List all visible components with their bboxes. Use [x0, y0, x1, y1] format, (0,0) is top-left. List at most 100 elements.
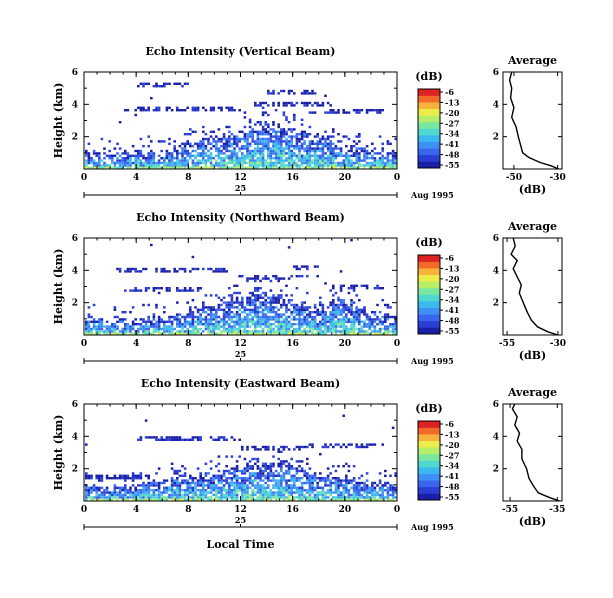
heatmap-cell	[334, 164, 338, 167]
heatmap-cell	[199, 332, 202, 335]
heatmap-cell	[230, 472, 234, 475]
heatmap-cell	[92, 325, 96, 328]
heatmap-cell	[347, 320, 351, 323]
heatmap-cell	[339, 166, 343, 169]
heatmap-cell	[394, 325, 397, 328]
heatmap-cell	[386, 161, 390, 165]
heatmap-cell	[144, 289, 148, 292]
heatmap-cell	[298, 157, 301, 160]
heatmap-cell	[251, 166, 254, 169]
heatmap-cell	[150, 152, 153, 155]
heatmap-cell	[196, 287, 200, 290]
heatmap-cell	[233, 135, 236, 138]
heatmap-cell	[261, 330, 265, 333]
heatmap-cell	[350, 299, 353, 302]
heatmap-cell	[303, 315, 306, 319]
heatmap-cell	[381, 164, 384, 167]
heatmap-cell	[124, 330, 127, 333]
heatmap-cell	[326, 101, 330, 105]
heatmap-cell	[269, 332, 273, 335]
heatmap-cell	[280, 306, 283, 309]
heatmap-cell	[235, 460, 239, 463]
heatmap-cell	[303, 496, 306, 499]
colorbar-swatch	[418, 255, 440, 262]
heatmap-cell	[189, 474, 192, 477]
heatmap-cell	[269, 469, 273, 473]
heatmap-cell	[176, 301, 179, 304]
heatmap-cell	[391, 498, 395, 501]
heatmap-cell	[363, 166, 366, 169]
heatmap-cell	[100, 159, 104, 162]
heatmap-cell	[246, 330, 249, 333]
heatmap-cell	[389, 493, 392, 497]
heatmap-cell	[157, 166, 161, 169]
heatmap-cell	[295, 467, 299, 470]
heatmap-cell	[92, 327, 96, 331]
heatmap-cell	[256, 474, 260, 477]
heatmap-cell	[186, 140, 189, 143]
heatmap-cell	[293, 161, 296, 165]
heatmap-cell	[326, 111, 330, 114]
heatmap-cell	[332, 308, 335, 311]
heatmap-cell	[186, 489, 189, 492]
heatmap-cell	[144, 491, 148, 494]
heatmap-cell	[324, 111, 327, 114]
heatmap-cell	[209, 332, 213, 335]
heatmap-cell	[298, 159, 301, 162]
heatmap-cell	[389, 166, 392, 169]
heatmap-cell	[316, 484, 319, 487]
heatmap-cell	[259, 133, 262, 136]
heatmap-cell	[168, 327, 171, 331]
colorbar-tick-label: -13	[445, 97, 460, 107]
heatmap-cell	[124, 152, 127, 155]
heatmap-cell	[290, 161, 293, 165]
heatmap-cell	[207, 323, 210, 326]
heatmap-cell	[391, 489, 395, 492]
heatmap-cell	[168, 142, 171, 145]
heatmap-cell	[350, 287, 353, 290]
heatmap-cell	[137, 496, 140, 499]
heatmap-cell	[365, 332, 369, 335]
heatmap-cell	[168, 486, 171, 489]
heatmap-cell	[209, 159, 213, 162]
heatmap-cell	[248, 493, 252, 497]
colorbar-tick-label: -34	[445, 461, 460, 471]
heatmap-cell	[267, 496, 270, 499]
heatmap-cell	[293, 484, 296, 487]
heatmap-cell	[381, 443, 384, 446]
heatmap-cell	[157, 164, 161, 167]
heatmap-cell	[100, 320, 104, 323]
heatmap-cell	[264, 308, 267, 311]
heatmap-cell	[238, 489, 241, 492]
heatmap-cell	[313, 325, 317, 328]
heatmap-cell	[285, 140, 288, 143]
heatmap-cell	[254, 303, 257, 307]
heatmap-cell	[209, 109, 213, 112]
heatmap-cell	[264, 147, 267, 150]
heatmap-cell	[277, 137, 280, 141]
heatmap-cell	[183, 270, 187, 273]
heatmap-cell	[98, 498, 101, 501]
heatmap-cell	[311, 479, 314, 482]
heatmap-cell	[170, 157, 174, 160]
heatmap-cell	[202, 498, 205, 501]
heatmap-cell	[293, 448, 296, 451]
heatmap-cell	[113, 491, 117, 494]
heatmap-cell	[319, 472, 322, 475]
heatmap-cell	[256, 330, 260, 333]
heatmap-cell	[241, 479, 244, 482]
heatmap-cell	[170, 323, 174, 326]
heatmap-cell	[189, 289, 192, 292]
heatmap-cell	[196, 493, 200, 497]
heatmap-cell	[295, 161, 299, 165]
heatmap-cell	[326, 161, 330, 165]
heatmap-cell	[241, 296, 244, 299]
heatmap-cell	[345, 154, 348, 157]
heatmap-cell	[326, 315, 330, 319]
heatmap-cell	[134, 113, 137, 117]
heatmap-cell	[131, 327, 135, 331]
heatmap-cell	[209, 306, 213, 309]
heatmap-cell	[256, 152, 260, 155]
heatmap-cell	[98, 164, 101, 167]
heatmap-cell	[282, 318, 286, 321]
